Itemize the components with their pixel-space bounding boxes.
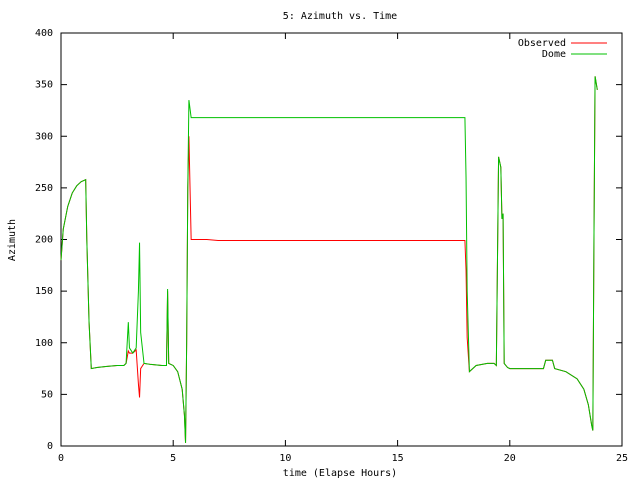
y-tick-label: 300 <box>35 131 53 142</box>
y-tick-label: 350 <box>35 80 53 91</box>
y-tick-label: 150 <box>35 286 53 297</box>
y-tick-label: 250 <box>35 183 53 194</box>
x-tick-label: 20 <box>504 453 516 464</box>
x-tick-label: 0 <box>58 453 64 464</box>
x-tick-label: 5 <box>170 453 176 464</box>
legend-label: Observed <box>518 38 566 49</box>
y-tick-label: 100 <box>35 338 53 349</box>
y-tick-label: 200 <box>35 235 53 246</box>
x-axis-label: time (Elapse Hours) <box>283 468 397 479</box>
chart-title: 5: Azimuth vs. Time <box>283 11 397 22</box>
x-tick-label: 10 <box>279 453 291 464</box>
legend-label: Dome <box>542 49 566 60</box>
x-tick-label: 15 <box>392 453 404 464</box>
y-axis-label: Azimuth <box>7 219 18 261</box>
y-tick-label: 400 <box>35 28 53 39</box>
y-tick-label: 50 <box>41 389 53 400</box>
data-line <box>60 76 598 443</box>
y-tick-label: 0 <box>47 441 53 452</box>
x-tick-label: 25 <box>616 453 628 464</box>
